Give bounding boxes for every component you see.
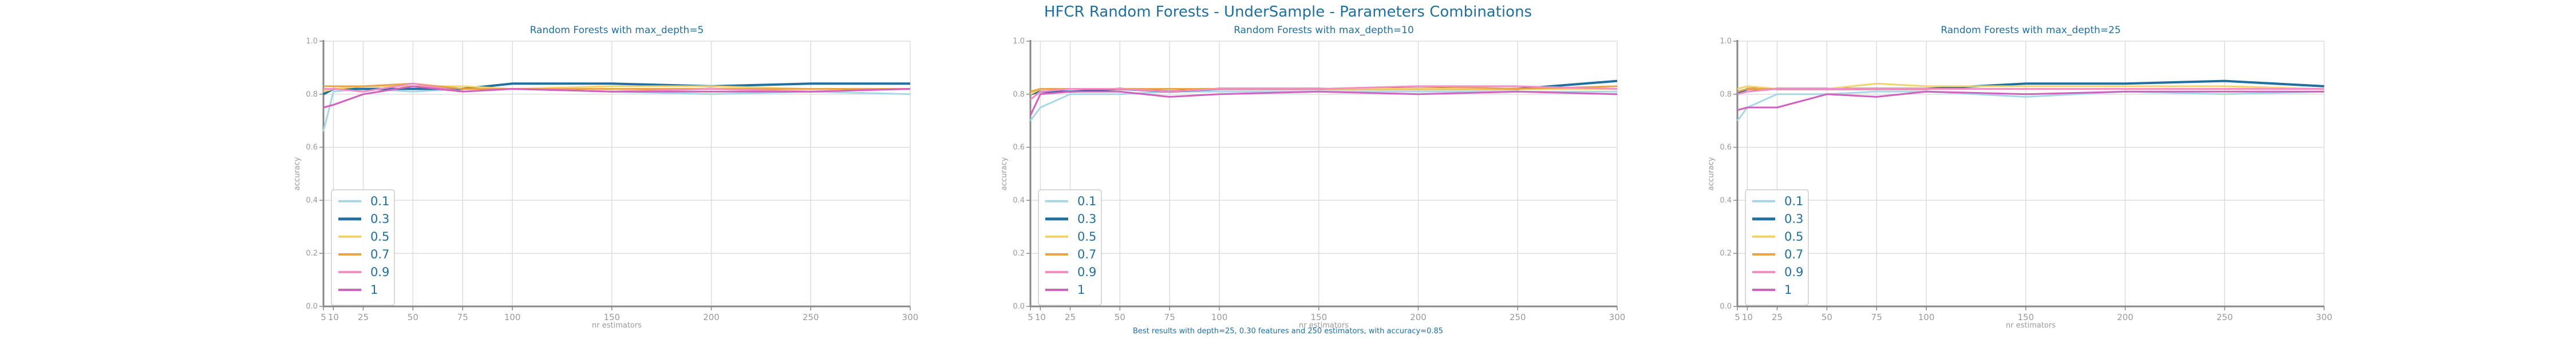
x-tick-label: 25	[1065, 312, 1076, 322]
legend: 0.1 0.3 0.5 0.7 0.9 1	[1038, 189, 1102, 306]
y-axis-label: accuracy	[293, 157, 302, 190]
y-tick-label: 0.4	[306, 196, 318, 205]
legend-label: 0.7	[1077, 248, 1096, 261]
chart-panel-2: 0.0 0.2 0.4 0.6 0.8 1.0 5 10 25 50 75 100 150 200 250 3…	[1000, 25, 1625, 330]
series-line-0-7	[323, 82, 910, 90]
x-tick-label: 100	[1211, 312, 1228, 322]
x-tick-label: 150	[1310, 312, 1327, 322]
best-results-note: Best results with depth=25, 0.30 feature…	[1132, 327, 1444, 336]
y-tick-label: 1.0	[1720, 37, 1732, 46]
x-tick-label: 5	[1735, 312, 1740, 322]
x-tick-label: 250	[1510, 312, 1526, 322]
y-tick-label: 0.4	[1720, 196, 1732, 205]
legend-label: 0.5	[1784, 230, 1803, 244]
y-tick-label: 0.6	[1013, 143, 1025, 152]
x-tick-label: 50	[408, 312, 418, 322]
y-tick-label: 0.8	[1013, 90, 1025, 99]
y-tick-label: 0.6	[1720, 143, 1732, 152]
x-tick-label: 150	[603, 312, 620, 322]
y-tick-label: 0.8	[306, 90, 318, 99]
x-tick-label: 250	[2217, 312, 2233, 322]
y-tick-label: 1.0	[1013, 37, 1025, 46]
y-tick-label: 0.0	[306, 302, 318, 311]
x-tick-label: 300	[1609, 312, 1626, 322]
series-line-0-5	[1737, 82, 2325, 90]
x-tick-label: 100	[504, 312, 521, 322]
series-line-0-7	[1030, 85, 1618, 93]
y-tick-label: 0.4	[1013, 196, 1025, 205]
series-line-0-1	[322, 88, 911, 132]
series-line-0-1	[1736, 90, 2325, 122]
x-tick-label: 200	[703, 312, 720, 322]
chart-title: Random Forests with max_depth=5	[530, 25, 704, 36]
x-tick-label: 150	[2017, 312, 2034, 322]
x-axis-label: nr estimators	[1299, 321, 1349, 330]
series-line-1	[1737, 90, 2324, 111]
x-axis-label: nr estimators	[2006, 321, 2056, 330]
chart-panel-1: 0.0 0.2 0.4 0.6 0.8 1.0 5 10 25 50 75 100 150 200 250 3…	[293, 25, 918, 330]
x-tick-label: 200	[1410, 312, 1427, 322]
x-tick-label: 200	[2117, 312, 2134, 322]
y-tick-label: 1.0	[306, 37, 318, 46]
legend-label: 0.5	[1077, 230, 1096, 244]
legend-label: 0.5	[370, 230, 389, 244]
y-axis-label: accuracy	[1707, 157, 1716, 190]
x-tick-label: 75	[1871, 312, 1882, 322]
x-tick-label: 25	[358, 312, 369, 322]
legend-label: 0.1	[1784, 194, 1803, 208]
y-tick-label: 0.2	[1720, 249, 1732, 258]
legend-label: 0.3	[1784, 212, 1803, 226]
y-tick-label: 0.0	[1720, 302, 1732, 311]
x-tick-label: 250	[803, 312, 819, 322]
y-tick-label: 0.8	[1720, 90, 1732, 99]
x-tick-label: 5	[321, 312, 326, 322]
chart-panel-3: 0.0 0.2 0.4 0.6 0.8 1.0 5 10 25 50 75 100 150 200 250 3…	[1707, 25, 2332, 330]
series-line-0-3	[323, 82, 910, 95]
x-tick-label: 100	[1918, 312, 1935, 322]
x-tick-label: 10	[328, 312, 339, 322]
legend-label: 0.1	[370, 194, 389, 208]
x-tick-label: 10	[1035, 312, 1046, 322]
legend-label: 0.9	[1077, 265, 1096, 279]
y-tick-label: 0.2	[1013, 249, 1025, 258]
legend-label: 1	[370, 283, 378, 297]
series-line-1	[1029, 90, 1618, 116]
legend-label: 0.1	[1077, 194, 1096, 208]
legend-label: 0.7	[1784, 248, 1803, 261]
x-tick-label: 50	[1115, 312, 1125, 322]
x-tick-label: 300	[2316, 312, 2333, 322]
x-axis-label: nr estimators	[592, 321, 642, 330]
y-tick-label: 0.0	[1013, 302, 1025, 311]
series-line-0-5	[323, 85, 910, 93]
legend: 0.1 0.3 0.5 0.7 0.9 1	[1745, 189, 1809, 306]
legend-label: 1	[1077, 283, 1085, 297]
x-tick-label: 10	[1742, 312, 1753, 322]
legend-label: 0.7	[370, 248, 389, 261]
x-tick-label: 50	[1822, 312, 1832, 322]
y-axis-label: accuracy	[1000, 157, 1009, 190]
x-tick-label: 5	[1028, 312, 1033, 322]
legend-label: 0.3	[370, 212, 389, 226]
series-line-0-9	[1030, 85, 1618, 101]
x-tick-label: 75	[1164, 312, 1175, 322]
chart-title: Random Forests with max_depth=10	[1234, 25, 1414, 36]
figure-title: HFCR Random Forests - UnderSample - Para…	[1044, 3, 1532, 21]
legend: 0.1 0.3 0.5 0.7 0.9 1	[331, 189, 395, 306]
series-line-1	[323, 85, 911, 109]
legend-label: 0.9	[1784, 265, 1803, 279]
series-line-0-9	[1737, 88, 2324, 95]
series-line-0-1	[1029, 90, 1617, 122]
x-tick-label: 300	[902, 312, 919, 322]
x-tick-label: 25	[1772, 312, 1783, 322]
y-tick-label: 0.2	[306, 249, 318, 258]
legend-label: 0.3	[1077, 212, 1096, 226]
y-tick-label: 0.6	[306, 143, 318, 152]
x-tick-label: 75	[457, 312, 468, 322]
legend-label: 0.9	[370, 265, 389, 279]
legend-label: 1	[1784, 283, 1792, 297]
chart-title: Random Forests with max_depth=25	[1941, 25, 2121, 36]
